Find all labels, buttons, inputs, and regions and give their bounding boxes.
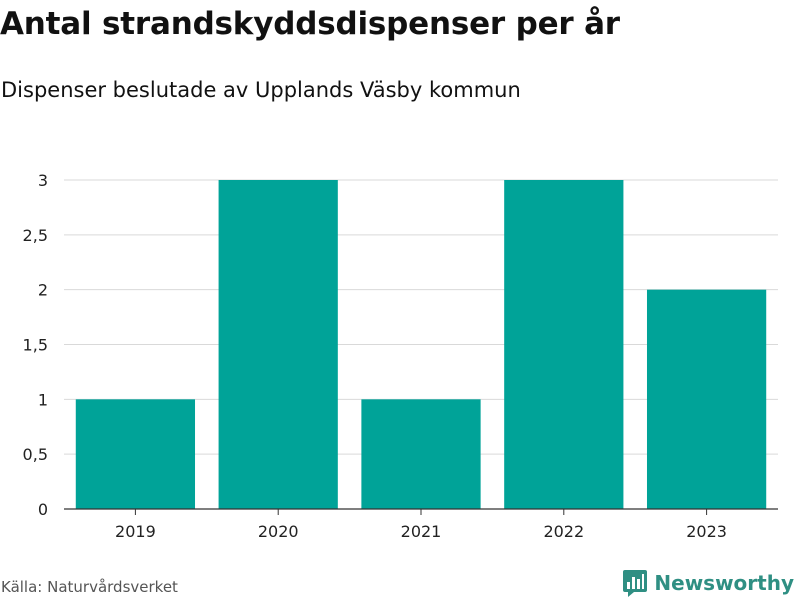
bar-2022 (504, 180, 624, 509)
x-tick-label: 2019 (115, 522, 156, 541)
y-tick-label: 2 (38, 281, 48, 300)
y-tick-label: 0,5 (23, 445, 48, 464)
y-tick-label: 0 (38, 500, 48, 519)
chart-subtitle: Dispenser beslutade av Upplands Väsby ko… (1, 78, 521, 102)
bar-chart-speech-bubble-icon (623, 570, 648, 597)
y-tick-label: 1 (38, 390, 48, 409)
y-tick-label: 3 (38, 171, 48, 190)
x-tick-label: 2021 (401, 522, 442, 541)
x-tick-label: 2020 (258, 522, 299, 541)
y-tick-label: 1,5 (23, 336, 48, 355)
axes: 0 0,5 1 1,5 2 2,5 3 2019 2020 2021 2022 2023 (23, 171, 778, 541)
bar-2020 (218, 180, 338, 509)
bars (75, 180, 767, 509)
x-tick-label: 2023 (686, 522, 727, 541)
x-tick-label: 2022 (543, 522, 584, 541)
brand-name: Newsworthy (654, 571, 794, 595)
chart-title: Antal strandskyddsdispenser per år (0, 6, 620, 42)
brand-logo: Newsworthy (622, 568, 794, 598)
source-note: Källa: Naturvårdsverket (1, 578, 178, 596)
bar-2019 (75, 399, 196, 509)
bar-2021 (361, 399, 481, 509)
y-tick-label: 2,5 (23, 226, 48, 245)
bar-2023 (646, 289, 767, 509)
